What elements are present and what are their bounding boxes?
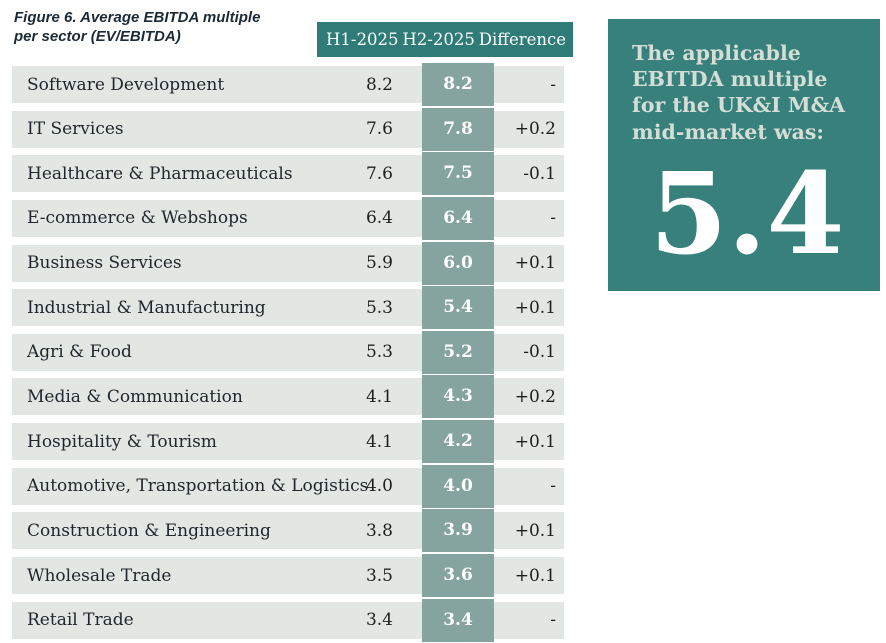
h2-value-highlight: 4.2 — [422, 420, 494, 464]
column-header-h1: H1-2025 — [326, 30, 399, 49]
h1-value: 7.6 — [365, 163, 393, 184]
sector-label: Agri & Food — [27, 342, 132, 363]
kpi-heading: The applicable EBITDA multiple for the U… — [632, 41, 846, 144]
difference-value: +0.2 — [514, 386, 556, 407]
h1-value: 7.6 — [365, 119, 393, 140]
table-row: IT Services 7.6 7.8 +0.2 — [12, 107, 564, 151]
h1-value: 3.4 — [365, 610, 393, 631]
sector-label: Industrial & Manufacturing — [27, 297, 266, 318]
table-row: Construction & Engineering 3.8 3.9 +0.1 — [12, 509, 564, 553]
table-row: Business Services 5.9 6.0 +0.1 — [12, 241, 564, 285]
h2-value-highlight: 4.3 — [422, 375, 494, 419]
h1-value: 5.3 — [365, 342, 393, 363]
table-row: Agri & Food 5.3 5.2 -0.1 — [12, 330, 564, 374]
difference-value: +0.1 — [514, 565, 556, 586]
h2-value-highlight: 5.2 — [422, 330, 494, 374]
h1-value: 5.3 — [365, 297, 393, 318]
table-row: Wholesale Trade 3.5 3.6 +0.1 — [12, 554, 564, 598]
h2-value-highlight: 7.8 — [422, 107, 494, 151]
column-header-difference: Difference — [478, 30, 566, 49]
table-row: E-commerce & Webshops 6.4 6.4 - — [12, 196, 564, 240]
h2-value-highlight: 3.4 — [422, 598, 494, 642]
difference-value: - — [550, 610, 556, 631]
h2-value-highlight: 7.5 — [422, 152, 494, 196]
difference-value: -0.1 — [523, 342, 556, 363]
h1-value: 8.2 — [365, 74, 393, 95]
sector-label: Retail Trade — [27, 610, 134, 631]
h2-value-highlight: 8.2 — [422, 63, 494, 106]
table-row: Media & Communication 4.1 4.3 +0.2 — [12, 375, 564, 419]
difference-value: +0.1 — [514, 297, 556, 318]
h1-value: 3.5 — [365, 565, 393, 586]
table-row: Software Development 8.2 8.2 - — [12, 63, 564, 106]
sector-label: E-commerce & Webshops — [27, 208, 248, 229]
h1-value: 6.4 — [365, 208, 393, 229]
column-header-h2: H2-2025 — [402, 30, 475, 49]
h1-value: 4.0 — [365, 476, 393, 497]
h2-value-highlight: 6.0 — [422, 241, 494, 285]
sector-label: Software Development — [27, 74, 225, 95]
table-row: Healthcare & Pharmaceuticals 7.6 7.5 -0.… — [12, 152, 564, 196]
table-row: Automotive, Transportation & Logistics 4… — [12, 464, 564, 508]
h2-value-highlight: 6.4 — [422, 196, 494, 240]
difference-value: +0.2 — [514, 119, 556, 140]
h2-value-highlight: 3.9 — [422, 509, 494, 553]
kpi-panel: The applicable EBITDA multiple for the U… — [608, 19, 880, 291]
h2-value-highlight: 5.4 — [422, 286, 494, 330]
h1-value: 5.9 — [365, 253, 393, 274]
table-header: H1-2025 H2-2025 Difference — [317, 22, 573, 57]
kpi-value: 5.4 — [649, 148, 845, 280]
sector-label: Media & Communication — [27, 386, 243, 407]
difference-value: - — [550, 74, 556, 95]
difference-value: +0.1 — [514, 431, 556, 452]
table-row: Retail Trade 3.4 3.4 - — [12, 598, 564, 642]
h2-value-highlight: 4.0 — [422, 464, 494, 508]
sector-label: Automotive, Transportation & Logistics — [27, 476, 369, 497]
sector-label: Business Services — [27, 253, 182, 274]
h1-value: 3.8 — [365, 520, 393, 541]
table-row: Hospitality & Tourism 4.1 4.2 +0.1 — [12, 420, 564, 464]
figure-caption: Figure 6. Average EBITDA multiple per se… — [14, 9, 261, 46]
sector-label: Hospitality & Tourism — [27, 431, 217, 452]
sector-table: Software Development 8.2 8.2 - IT Servic… — [12, 63, 564, 642]
sector-label: Wholesale Trade — [27, 565, 172, 586]
difference-value: +0.1 — [514, 253, 556, 274]
sector-label: IT Services — [27, 119, 124, 140]
sector-label: Construction & Engineering — [27, 520, 271, 541]
h1-value: 4.1 — [365, 386, 393, 407]
difference-value: +0.1 — [514, 520, 556, 541]
difference-value: - — [550, 476, 556, 497]
table-row: Industrial & Manufacturing 5.3 5.4 +0.1 — [12, 286, 564, 330]
sector-label: Healthcare & Pharmaceuticals — [27, 163, 293, 184]
difference-value: - — [550, 208, 556, 229]
h1-value: 4.1 — [365, 431, 393, 452]
difference-value: -0.1 — [523, 163, 556, 184]
h2-value-highlight: 3.6 — [422, 554, 494, 598]
